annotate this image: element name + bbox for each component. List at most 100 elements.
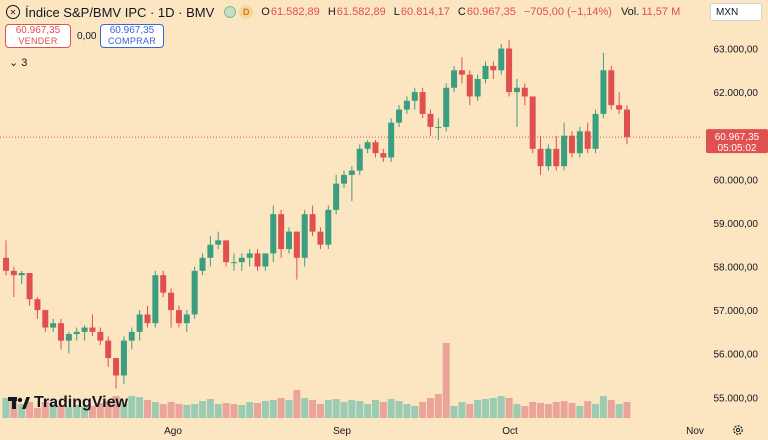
candle-body <box>458 70 465 75</box>
volume-bar <box>411 406 419 418</box>
candle-body <box>301 214 308 258</box>
candle-body <box>600 70 607 114</box>
indicators-toggle[interactable]: ⌄ 3 <box>9 56 27 69</box>
buy-label: COMPRAR <box>107 36 157 46</box>
data-badge[interactable]: D <box>239 5 254 19</box>
y-tick-label: 62.000,00 <box>714 88 759 99</box>
candle-body <box>262 253 269 267</box>
volume-bar <box>505 398 513 418</box>
volume-bar <box>199 401 207 418</box>
volume-bar <box>482 399 490 418</box>
candle-body <box>152 275 159 324</box>
volume-bar <box>560 401 568 418</box>
volume-bar <box>230 404 238 418</box>
volume-bar <box>529 402 537 418</box>
volume-bar <box>222 403 230 418</box>
open-label: O <box>261 6 270 18</box>
volume-bar <box>592 404 600 418</box>
candle-body <box>191 270 198 315</box>
settings-gear-icon[interactable] <box>732 424 744 436</box>
candle-body <box>105 340 112 359</box>
candle-body <box>278 214 285 250</box>
low-label: L <box>393 6 400 18</box>
currency-select[interactable]: MXN <box>710 3 762 21</box>
volume-bar <box>301 398 309 418</box>
candle-body <box>443 87 450 127</box>
volume-bar <box>293 390 301 418</box>
chart-header: ✕ Índice S&P/BMV IPC · 1D · BMV D O61.58… <box>6 4 680 20</box>
candle-body <box>474 79 481 97</box>
candle-body <box>537 148 544 167</box>
volume-bar <box>466 404 474 418</box>
candle-body <box>3 257 9 271</box>
buy-button[interactable]: 60.967,35 COMPRAR <box>100 24 164 48</box>
candle-body <box>50 323 57 328</box>
volume-bar <box>552 402 560 418</box>
volume-bar <box>238 405 246 418</box>
volume-bar <box>277 398 285 418</box>
volume-bar <box>65 407 73 418</box>
candle-body <box>545 148 552 167</box>
candle-body <box>168 292 175 311</box>
volume-bar <box>73 405 81 418</box>
volume-bar <box>261 401 269 418</box>
last-price-label: 60.967,35 <box>715 132 760 143</box>
candle-body <box>26 273 33 300</box>
spread-value: 0,00 <box>77 31 97 42</box>
candle-body <box>348 170 355 175</box>
volume-bar <box>309 400 317 418</box>
volume-bar <box>513 404 521 418</box>
sell-button[interactable]: 60.967,35 VENDER <box>5 24 71 48</box>
volume-bar <box>269 400 277 418</box>
ohlc-values: O61.582,89 H61.582,89 L60.814,17 C60.967… <box>261 6 617 18</box>
volume-bar <box>521 406 529 418</box>
volume-bar <box>419 402 427 418</box>
volume-bar <box>2 398 10 418</box>
candle-body <box>89 327 96 332</box>
volume-bar <box>474 400 482 418</box>
volume-bar <box>120 404 128 418</box>
change-value: −705,00 (−1,14%) <box>523 6 612 18</box>
volume-bar <box>434 394 442 418</box>
candle-body <box>325 209 332 245</box>
volume-bar <box>88 406 96 418</box>
volume-bar <box>104 401 112 418</box>
volume-bar <box>599 396 607 418</box>
candle-body <box>199 257 206 271</box>
volume-bar <box>246 402 254 418</box>
volume-bar <box>167 402 175 418</box>
volume-bar <box>316 404 324 418</box>
candle-body <box>411 92 418 101</box>
volume-bar <box>26 402 34 418</box>
candle-body <box>356 148 363 171</box>
candle-body <box>608 70 615 106</box>
tradingview-logo[interactable]: TradingView <box>8 394 128 412</box>
volume-bar <box>191 404 199 418</box>
candle-body <box>403 100 410 110</box>
candle-body <box>175 310 182 324</box>
sell-price: 60.967,35 <box>15 25 61 36</box>
volume-bar <box>340 402 348 418</box>
candle-body <box>584 131 591 149</box>
high-label: H <box>327 6 336 18</box>
volume-bar <box>254 403 262 418</box>
volume-bar <box>183 405 191 418</box>
symbol-title[interactable]: Índice S&P/BMV IPC · 1D · BMV <box>25 4 215 20</box>
y-tick-label: 63.000,00 <box>714 45 759 56</box>
candle-body <box>482 65 489 80</box>
candle-body <box>97 331 104 341</box>
volume-bar <box>615 404 623 418</box>
volume-bar <box>175 404 183 418</box>
market-status-icon[interactable] <box>224 6 237 18</box>
volume-bar <box>206 399 214 418</box>
volume-bar <box>576 406 584 418</box>
candle-body <box>506 48 513 93</box>
candle-body <box>529 96 536 149</box>
tradingview-logo-icon <box>8 397 30 409</box>
volume-bar <box>96 403 104 418</box>
candle-body <box>513 87 520 93</box>
sell-label: VENDER <box>18 36 58 46</box>
volume-bar <box>489 398 497 418</box>
close-value: 60.967,35 <box>466 6 516 18</box>
